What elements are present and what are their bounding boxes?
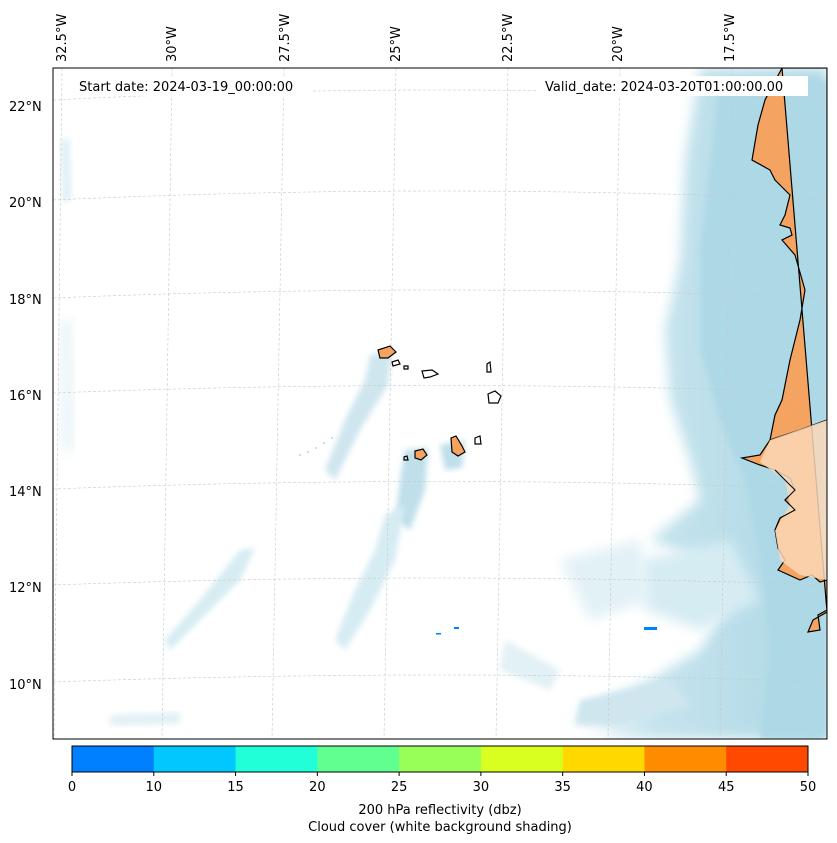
island-santiago <box>450 435 466 457</box>
colorbar-tick-label: 10 <box>146 780 163 795</box>
colorbar-swatch <box>562 746 645 772</box>
island-brava <box>403 455 409 461</box>
island-fogo <box>414 448 428 461</box>
reflectivity-spot <box>454 627 459 629</box>
colorbar-label-line1: 200 hPa reflectivity (dbz) <box>358 803 521 818</box>
lon-label: 17.5°W <box>723 14 738 62</box>
lat-label: 10°N <box>9 678 42 693</box>
lon-label: 22.5°W <box>501 14 516 62</box>
colorbar-swatches <box>72 746 809 772</box>
colorbar-ticks: 0 10 15 20 25 30 35 40 45 50 <box>68 772 816 795</box>
lat-label: 14°N <box>9 485 42 500</box>
lat-label: 12°N <box>9 581 42 596</box>
cape-verde-islands <box>299 345 502 461</box>
island-maio <box>474 435 482 445</box>
reflectivity-spot <box>644 627 657 630</box>
island-santo-antao <box>377 345 397 359</box>
colorbar-swatch <box>72 746 155 772</box>
africa-coast <box>739 68 827 633</box>
colorbar-tick-label: 15 <box>227 780 244 795</box>
island-sal <box>486 360 492 373</box>
lon-label: 30°W <box>165 26 180 62</box>
island-boa-vista <box>487 390 502 404</box>
colorbar-swatch <box>317 746 400 772</box>
island-santa-luzia <box>403 365 409 370</box>
island-sao-vicente <box>391 359 401 367</box>
lat-label: 22°N <box>9 100 42 115</box>
colorbar-tick-label: 40 <box>636 780 653 795</box>
colorbar-swatch <box>399 746 482 772</box>
colorbar-tick-label: 45 <box>718 780 735 795</box>
lon-label: 20°W <box>611 26 626 62</box>
colorbar: 0 10 15 20 25 30 35 40 45 50 200 hPa reflectivity… <box>68 745 816 835</box>
colorbar-swatch <box>644 746 727 772</box>
lat-label: 16°N <box>9 389 42 404</box>
start-date-label: Start date: 2024-03-19_00:00:00 <box>79 80 293 95</box>
colorbar-swatch <box>235 746 318 772</box>
valid-date-box <box>538 76 808 96</box>
lat-label: 20°N <box>9 196 42 211</box>
lat-label: 18°N <box>9 293 42 308</box>
longitude-labels: 32.5°W 30°W 27.5°W 25°W 22.5°W 20°W 17.5… <box>55 14 738 62</box>
map-frame <box>52 67 828 740</box>
colorbar-swatch <box>726 746 809 772</box>
start-date-box <box>72 76 312 96</box>
colorbar-tick-label: 50 <box>800 780 817 795</box>
colorbar-tick-label: 30 <box>473 780 490 795</box>
island-sao-nicolau <box>421 369 440 379</box>
colorbar-swatch <box>480 746 564 772</box>
colorbar-tick-label: 20 <box>309 780 326 795</box>
colorbar-tick-label: 0 <box>68 780 76 795</box>
lon-label: 32.5°W <box>55 14 70 62</box>
colorbar-tick-label: 35 <box>554 780 571 795</box>
reflectivity-spot <box>436 633 441 635</box>
lon-label: 27.5°W <box>278 14 293 62</box>
colorbar-swatch <box>153 746 237 772</box>
latitude-labels: 22°N 20°N 18°N 16°N 14°N 12°N 10°N <box>9 100 42 693</box>
colorbar-tick-label: 25 <box>391 780 408 795</box>
colorbar-frame <box>71 745 809 773</box>
colorbar-label-line2: Cloud cover (white background shading) <box>308 820 572 835</box>
valid-date-label: Valid_date: 2024-03-20T01:00:00.00 <box>545 80 783 95</box>
reflectivity-spots <box>436 627 657 635</box>
lon-label: 25°W <box>389 26 404 62</box>
